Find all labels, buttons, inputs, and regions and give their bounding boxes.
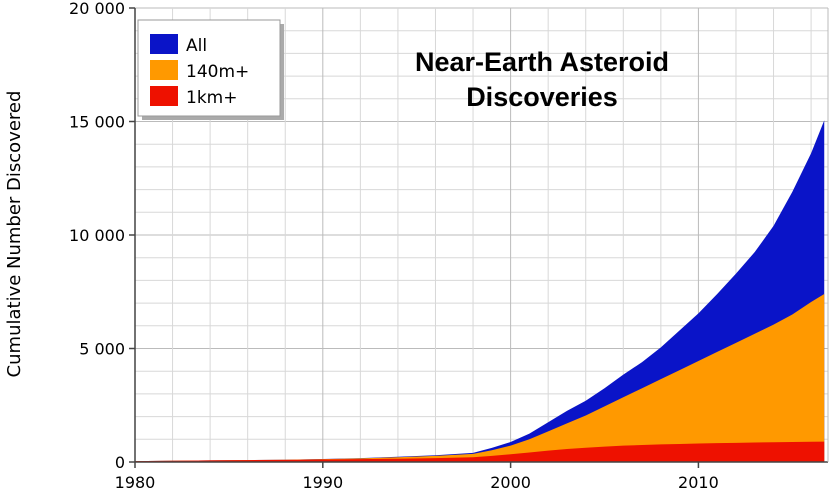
chart-title: Near-Earth Asteroid Discoveries — [415, 47, 669, 112]
chart-title-line-2: Discoveries — [466, 82, 618, 112]
legend-swatch-1km — [150, 86, 178, 106]
x-tick-label: 1990 — [302, 473, 343, 492]
area-all — [135, 120, 825, 463]
x-tick-label: 1980 — [115, 473, 156, 492]
y-tick-label: 0 — [115, 453, 125, 472]
area-140m — [135, 294, 825, 462]
x-tick-label: 2010 — [678, 473, 719, 492]
legend-swatch-all — [150, 34, 178, 54]
legend-label-all: All — [186, 36, 207, 56]
legend-label-1km: 1km+ — [186, 88, 237, 108]
y-tick-label: 5 000 — [79, 340, 125, 359]
y-axis-title: Cumulative Number Discovered — [4, 91, 25, 378]
y-tick-label: 15 000 — [69, 113, 125, 132]
axes: 0 5 000 10 000 15 000 20 000 1980 1990 2000 2010 — [69, 0, 829, 492]
legend-label-140m: 140m+ — [186, 62, 249, 82]
y-tick-label: 10 000 — [69, 226, 125, 245]
areas — [135, 120, 825, 463]
legend: All 140m+ 1km+ — [137, 19, 284, 120]
x-tick-label: 2000 — [490, 473, 531, 492]
y-tick-label: 20 000 — [69, 0, 125, 18]
legend-swatch-140m — [150, 60, 178, 80]
area-1km — [135, 441, 825, 462]
chart-title-line-1: Near-Earth Asteroid — [415, 47, 669, 77]
